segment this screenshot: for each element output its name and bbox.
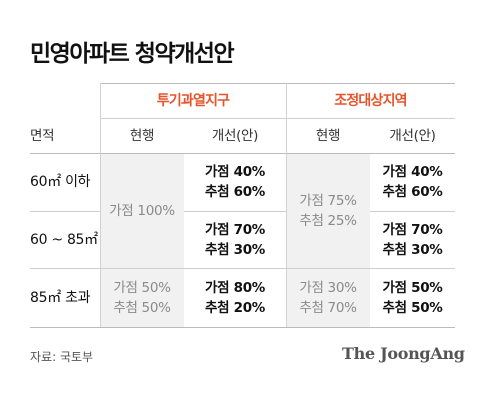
cell-line: 가점 70% [204, 221, 266, 238]
row-label-text: 85㎡ 초과 [30, 289, 91, 306]
row-2-rule [30, 268, 455, 269]
cell-line: 가점 40% [204, 164, 266, 180]
group-header-overheated-label: 투기과열지구 [156, 92, 230, 109]
rule-group-divider [286, 83, 287, 327]
cell-line: 추첨 50% [113, 299, 171, 316]
column-header-proposed-overheated: 개선(안) [184, 118, 286, 153]
cell-line: 추첨 60% [204, 184, 266, 200]
page-title: 민영아파트 청약개선안 [30, 41, 235, 67]
cell-line: 가점 30% [299, 279, 357, 296]
column-header-label: 개선(안) [389, 127, 436, 144]
group-header-regulated-label: 조정대상지역 [334, 92, 407, 109]
column-header-label: 현행 [129, 127, 155, 144]
row-label-large: 85㎡ 초과 [30, 268, 100, 327]
current-regulated-shade [286, 153, 370, 327]
column-header-area-label: 면적 [30, 127, 55, 144]
brand-logo: The JoongAng [342, 344, 465, 363]
current-regulated-over-85: 가점 30% 추첨 70% [286, 268, 370, 327]
column-header-area: 면적 [30, 118, 100, 153]
cell-line: 추첨 30% [382, 241, 443, 258]
proposed-regulated-small: 가점 40% 추첨 60% [370, 153, 455, 211]
proposed-overheated-large: 가점 80% 추첨 20% [184, 268, 286, 327]
row-label-small: 60㎡ 이하 [30, 153, 100, 211]
cell-line: 추첨 50% [382, 299, 443, 316]
column-header-label: 개선(안) [211, 127, 259, 144]
table-bottom-rule [30, 327, 455, 328]
group-header-rule [100, 118, 455, 119]
cell-line: 가점 100% [109, 202, 175, 219]
cell-line: 가점 80% [204, 279, 266, 296]
proposed-regulated-large: 가점 50% 추첨 50% [370, 268, 455, 327]
column-header-label: 현행 [315, 127, 341, 144]
row-label-text: 60 ~ 85㎡ [30, 231, 98, 248]
cell-line: 가점 50% [382, 279, 443, 296]
current-overheated-up-to-85: 가점 100% [100, 153, 184, 268]
column-header-current-regulated: 현행 [286, 118, 370, 153]
cell-line: 가점 70% [382, 221, 443, 238]
cell-line: 추첨 25% [299, 212, 357, 229]
proposed-overheated-medium: 가점 70% 추첨 30% [184, 211, 286, 268]
current-overheated-over-85: 가점 50% 추첨 50% [100, 268, 184, 327]
column-header-proposed-regulated: 개선(안) [370, 118, 455, 153]
row-1-rule-proposed-overheated [184, 211, 286, 212]
cell-line: 추첨 30% [204, 241, 266, 258]
cell-line: 가점 75% [299, 192, 357, 209]
group-header-overheated: 투기과열지구 [100, 83, 286, 118]
row-label-text: 60㎡ 이하 [30, 174, 91, 190]
table-top-rule [100, 83, 455, 84]
column-header-current-overheated: 현행 [100, 118, 184, 153]
cell-line: 추첨 20% [204, 299, 266, 316]
current-overheated-shade [100, 153, 184, 327]
row-1-rule-left [30, 211, 100, 212]
group-header-regulated: 조정대상지역 [286, 83, 455, 118]
cell-line: 추첨 70% [299, 299, 357, 316]
source-note: 자료: 국토부 [30, 350, 94, 364]
row-label-medium: 60 ~ 85㎡ [30, 211, 100, 268]
proposed-overheated-small: 가점 40% 추첨 60% [184, 153, 286, 211]
row-1-rule-proposed-regulated [370, 211, 455, 212]
cell-line: 추첨 60% [382, 184, 443, 200]
rule-after-area [100, 83, 101, 327]
current-regulated-up-to-85: 가점 75% 추첨 25% [286, 153, 370, 268]
cell-line: 가점 50% [113, 279, 171, 296]
cell-line: 가점 40% [382, 164, 443, 180]
proposed-regulated-medium: 가점 70% 추첨 30% [370, 211, 455, 268]
column-header-rule [30, 153, 455, 154]
